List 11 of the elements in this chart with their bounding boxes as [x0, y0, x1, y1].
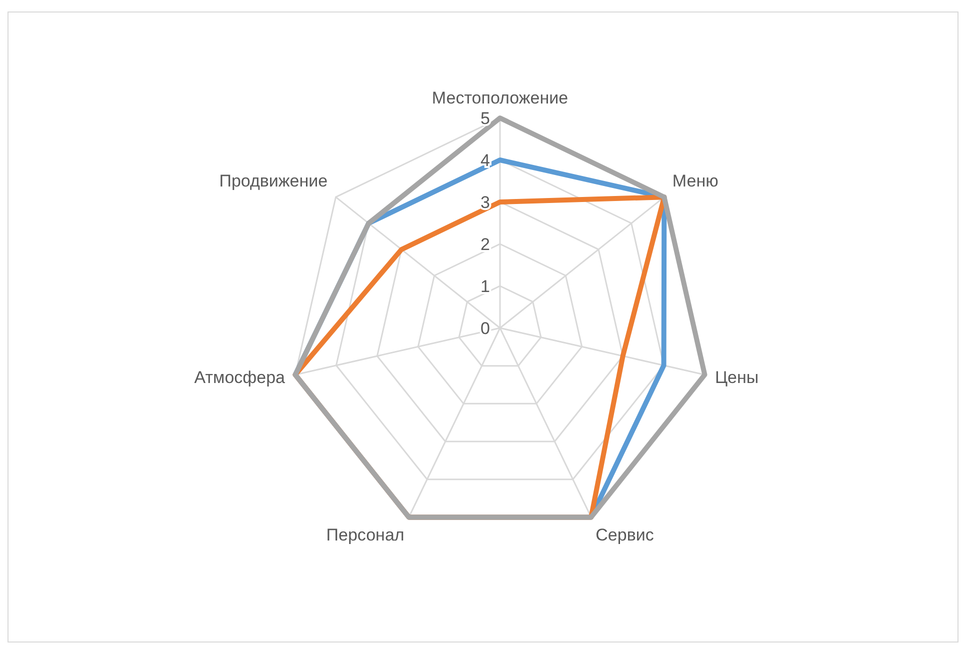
y-tick-label: 2 [480, 235, 490, 254]
spoke-label: Цены [714, 368, 759, 388]
y-tick-label: 1 [480, 277, 490, 296]
spoke-label: Атмосфера [194, 368, 286, 388]
spoke-label: Сервис [596, 526, 654, 545]
y-tick-label: 5 [480, 109, 490, 128]
y-tick-label: 0 [480, 319, 490, 338]
spoke-label: Меню [672, 172, 719, 191]
spoke-label: Местоположение [432, 88, 568, 108]
spoke-label: Продвижение [219, 172, 328, 191]
spoke-label: Персонал [326, 526, 404, 545]
